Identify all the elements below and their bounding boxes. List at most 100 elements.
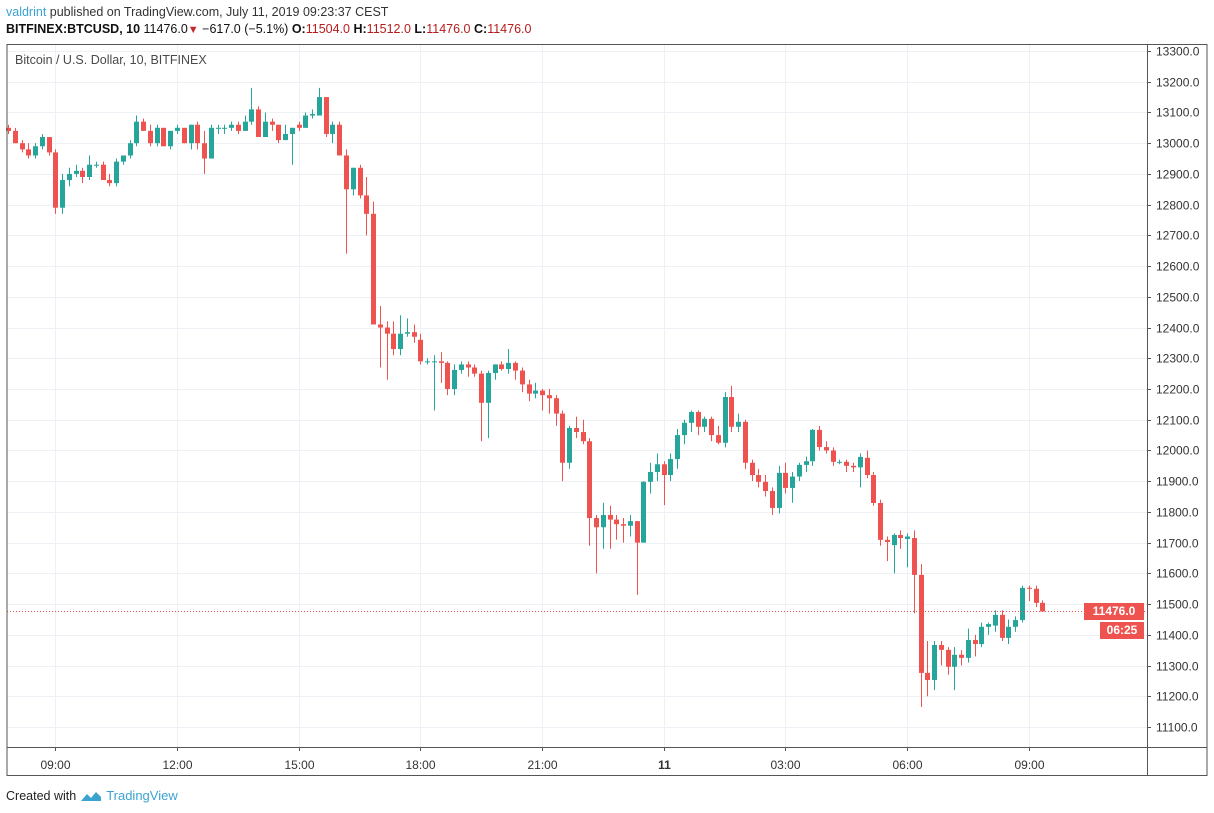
candle-up	[74, 164, 79, 177]
candle-up	[290, 127, 295, 165]
author-link[interactable]: valdrint	[6, 5, 47, 19]
price-tick-label: 12700.0	[1156, 229, 1200, 243]
candle-down	[148, 124, 153, 147]
candle-down	[925, 640, 930, 697]
candle-body	[648, 471, 653, 482]
candle-body	[689, 412, 694, 423]
candle-up	[1006, 619, 1011, 645]
candle-down	[750, 459, 755, 482]
price-axis[interactable]: 11100.0 11200.0 11300.0 11400.0 11500.0 11600…	[1147, 45, 1200, 735]
chart-frame	[6, 44, 1208, 776]
candle-body	[161, 127, 166, 147]
candle-body	[574, 428, 579, 433]
candle-body	[229, 124, 234, 128]
candle-body	[770, 491, 775, 508]
time-tick-label: 11	[658, 758, 671, 772]
candle-down	[527, 379, 532, 402]
price-tick-label: 12400.0	[1156, 322, 1200, 336]
candle-down	[195, 121, 200, 150]
candle-up	[905, 533, 910, 568]
candle-body	[412, 332, 417, 337]
candle-up	[702, 416, 707, 433]
tradingview-link[interactable]: TradingView	[106, 788, 178, 803]
candle-body	[466, 364, 471, 368]
candle-body	[391, 333, 396, 350]
price-tick-label: 11400.0	[1156, 629, 1199, 643]
candle-down	[844, 459, 849, 472]
price-change: −617.0 (−5.1%)	[202, 22, 289, 36]
candle-up	[168, 130, 173, 150]
published-text: published on TradingView.com, July 11, 2…	[49, 5, 389, 19]
candle-down	[540, 389, 545, 411]
candle-body	[986, 624, 991, 627]
candle-down	[635, 521, 640, 595]
tradingview-logo-icon[interactable]	[80, 790, 102, 802]
candle-body	[628, 521, 633, 526]
candle-body	[723, 396, 728, 443]
low-label: L:	[414, 22, 427, 36]
candle-down	[391, 321, 396, 356]
candle-down	[324, 97, 329, 138]
candle-up	[892, 533, 897, 574]
candle-body	[837, 461, 842, 463]
candle-body	[513, 362, 518, 371]
candle-down	[47, 137, 52, 156]
candle-body	[696, 412, 701, 427]
time-tick-label: 21:00	[527, 758, 557, 772]
candle-down	[898, 530, 903, 549]
candle-down	[202, 130, 207, 174]
candle-up	[628, 514, 633, 537]
candle-body	[148, 130, 153, 144]
candle-down	[513, 361, 518, 380]
candle-body	[26, 149, 31, 156]
candle-down	[851, 462, 856, 472]
candle-down	[472, 364, 477, 377]
candle-down	[959, 650, 964, 666]
candle-body	[290, 127, 295, 134]
candle-down	[608, 505, 613, 549]
candle-body	[959, 654, 964, 658]
candle-body	[973, 640, 978, 645]
candle-body	[47, 137, 52, 153]
candle-body	[824, 447, 829, 451]
candle-up	[155, 124, 160, 147]
candle-up	[229, 121, 234, 131]
candle-body	[763, 481, 768, 492]
candle-body	[40, 137, 45, 147]
candle-down	[743, 419, 748, 469]
candle-up	[330, 121, 335, 144]
candle-up	[641, 481, 646, 543]
candle-up	[175, 124, 180, 134]
candle-up	[777, 465, 782, 514]
candle-down	[364, 176, 369, 236]
candle-body	[432, 361, 437, 363]
candle-body	[270, 121, 275, 125]
price-tick-label: 13300.0	[1156, 45, 1200, 59]
time-axis[interactable]: 09:00 12:00 15:00 18:00 21:00 11 03:00 06:00 09:…	[40, 747, 1045, 772]
candle-body	[608, 514, 613, 520]
candle-up	[506, 349, 511, 374]
candle-up	[114, 158, 119, 187]
time-tick-label: 18:00	[405, 758, 435, 772]
candles	[6, 87, 1045, 708]
candle-up	[249, 87, 254, 125]
candle-body	[810, 429, 815, 462]
candle-body	[702, 418, 707, 427]
candle-body	[222, 127, 227, 129]
candle-body	[141, 121, 146, 131]
candle-down	[729, 385, 734, 433]
candle-body	[385, 327, 390, 334]
candle-down	[385, 321, 390, 380]
candle-down	[946, 647, 951, 675]
candle-up	[648, 462, 653, 494]
candle-body	[134, 121, 139, 144]
candle-body	[1000, 614, 1005, 638]
candle-body	[601, 514, 606, 528]
candle-up	[790, 471, 795, 503]
candle-body	[919, 574, 924, 673]
candle-body	[520, 370, 525, 385]
candle-down	[1027, 585, 1032, 602]
candle-body	[297, 124, 302, 128]
candle-up	[425, 358, 430, 365]
